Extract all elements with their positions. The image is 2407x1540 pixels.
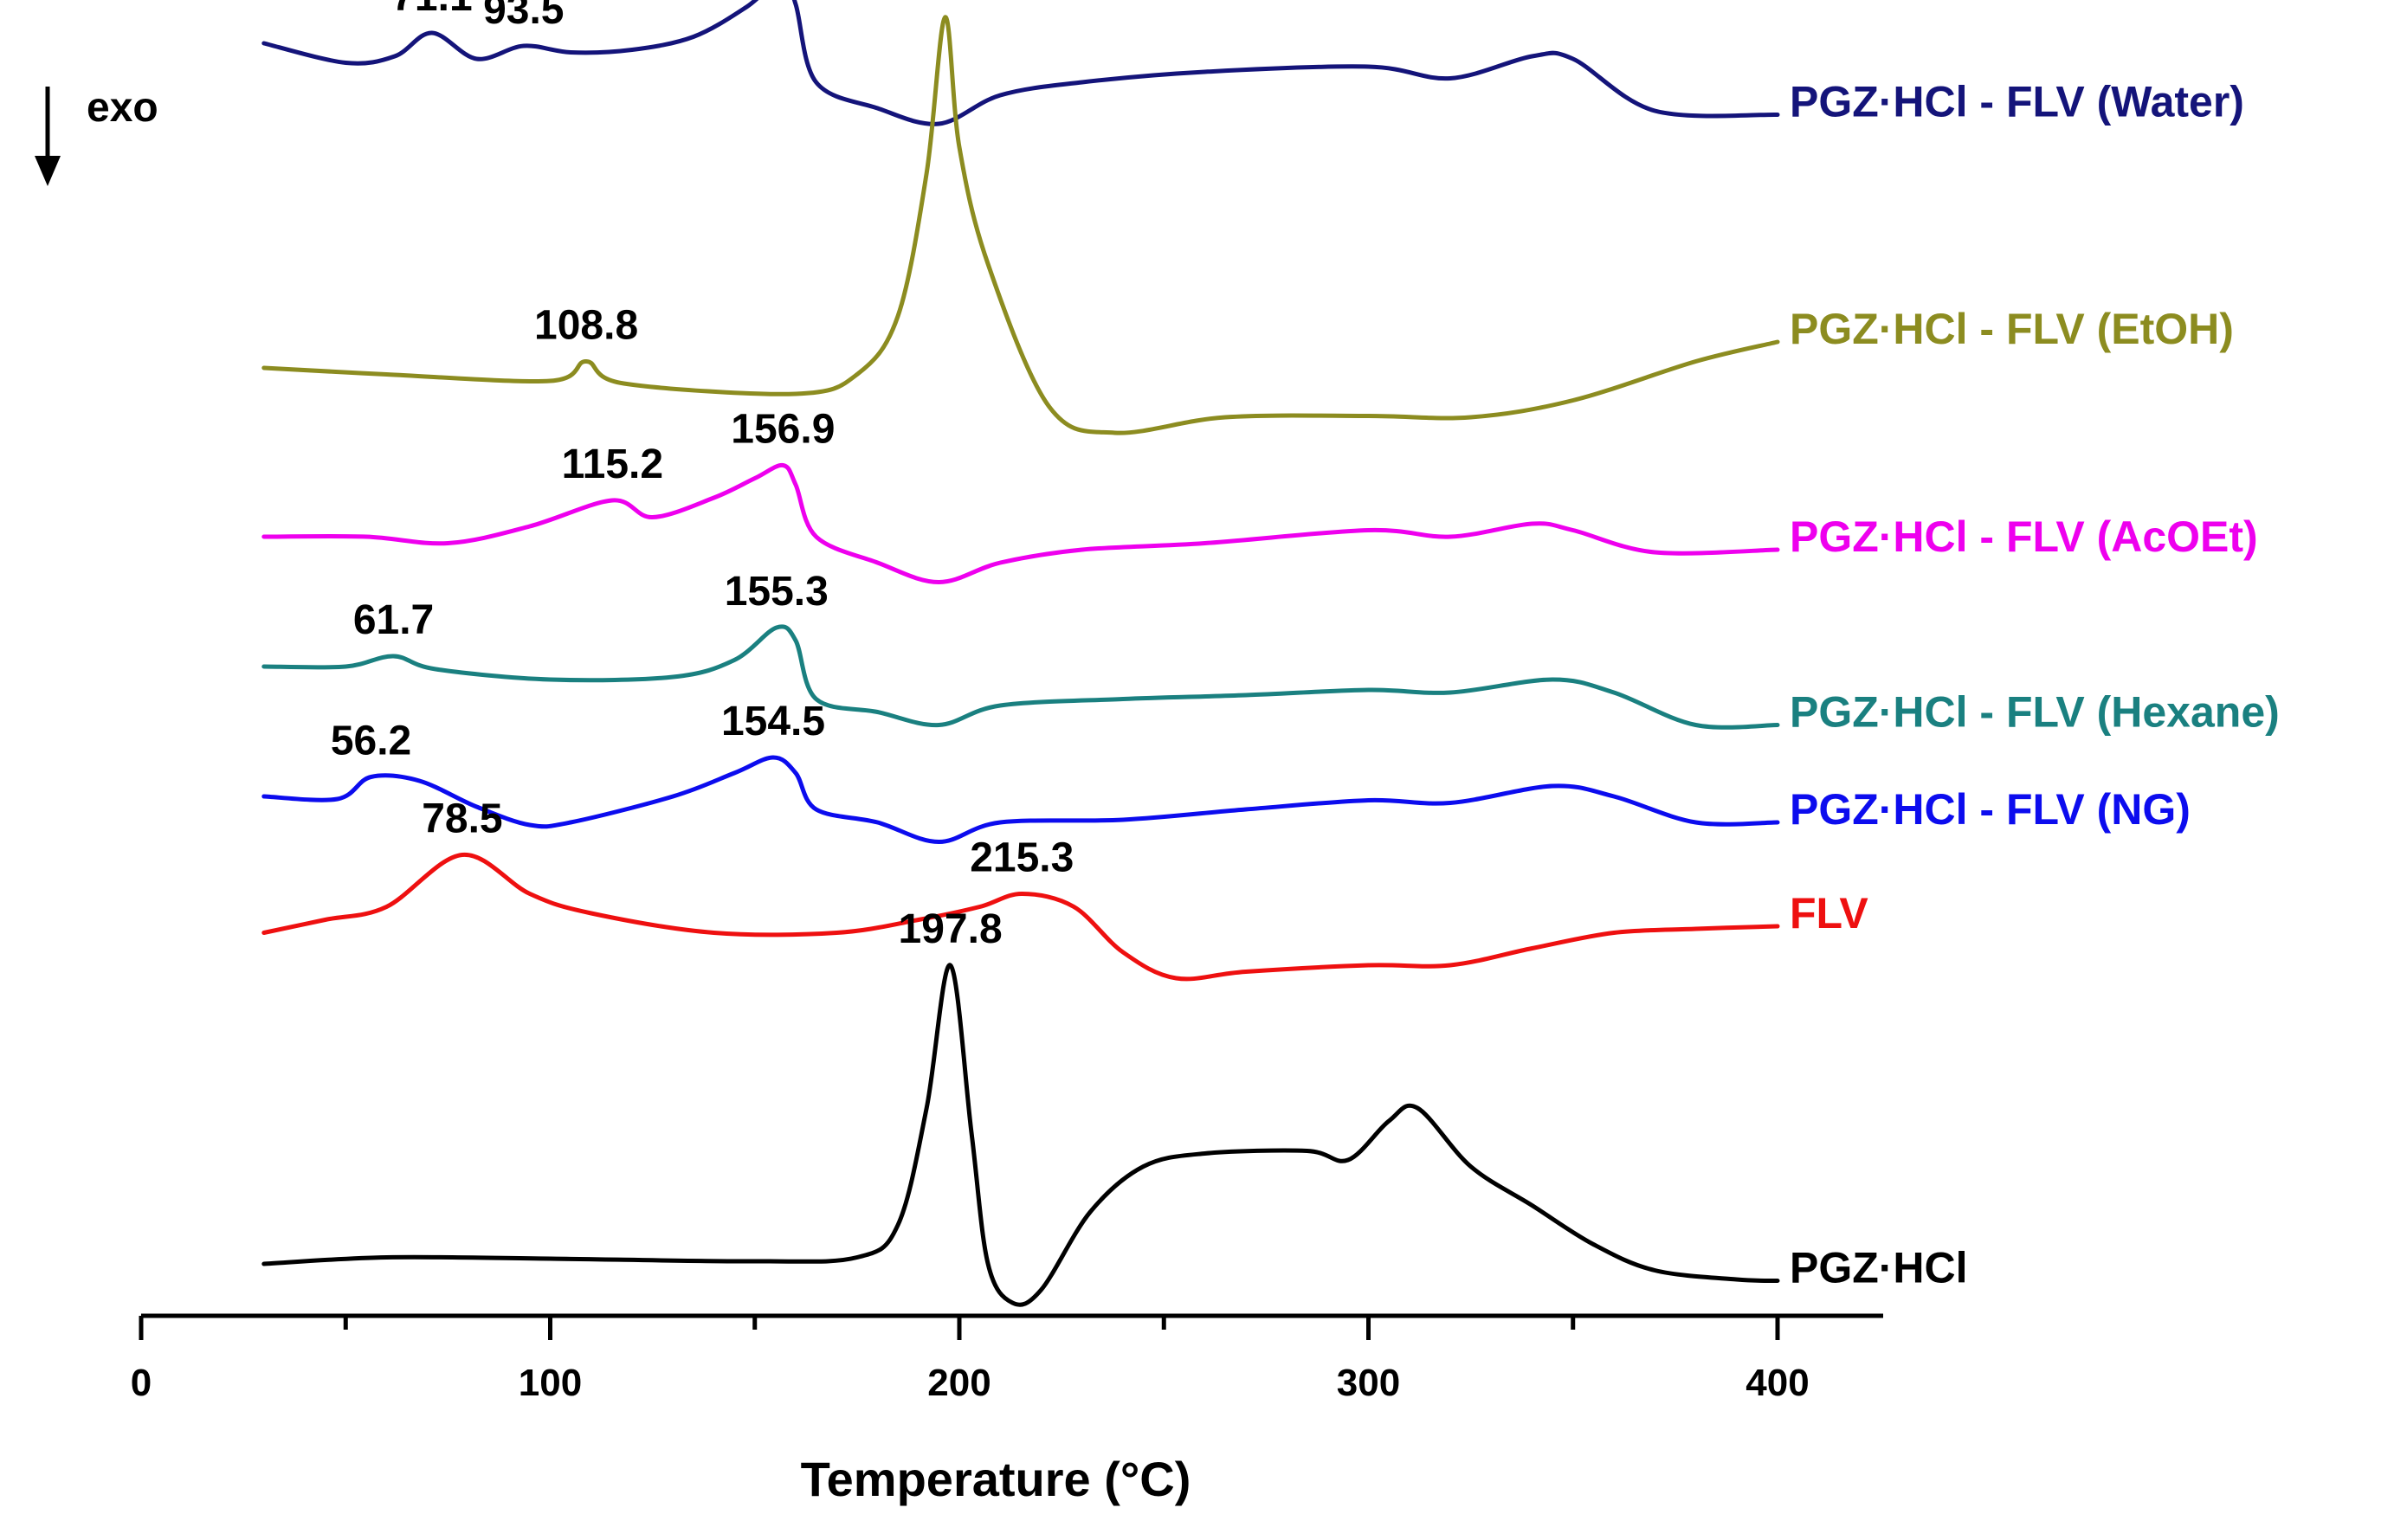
- x-axis-ticks: 0 100 200 300 400: [131, 1316, 1810, 1404]
- peak-annotation: 215.3: [970, 835, 1074, 881]
- series-line-0: [261, 0, 1780, 126]
- peak-annotation: 93.5: [483, 0, 564, 33]
- series-line-1: [261, 15, 1780, 435]
- series-lines: [261, 0, 1780, 1307]
- peak-annotations: 71.193.5156.8196.5108.8115.2156.961.7155…: [331, 0, 1074, 952]
- exo-label: exo: [87, 85, 158, 131]
- series-line-2: [261, 462, 1780, 584]
- series-label-1: PGZ·HCl - FLV (EtOH): [1790, 305, 2234, 353]
- peak-annotation: 108.8: [534, 303, 638, 349]
- exo-arrow-head-icon: [35, 156, 61, 186]
- peak-annotation: 154.5: [721, 699, 825, 744]
- peak-annotation: 78.5: [422, 796, 502, 842]
- peak-annotation: 197.8: [899, 906, 1003, 952]
- series-label-4: PGZ·HCl - FLV (NG): [1790, 785, 2191, 834]
- peak-annotation: 156.9: [731, 407, 835, 453]
- series-label-0: PGZ·HCl - FLV (Water): [1790, 78, 2244, 126]
- series-label-6: PGZ·HCl: [1790, 1244, 1968, 1292]
- series-line-4: [261, 755, 1780, 844]
- peak-annotation: 56.2: [331, 718, 411, 764]
- peak-annotation: 196.5: [893, 0, 997, 4]
- series-label-3: PGZ·HCl - FLV (Hexane): [1790, 688, 2280, 737]
- x-tick-label: 100: [519, 1362, 582, 1404]
- series-line-5: [261, 852, 1780, 982]
- x-tick-label: 300: [1337, 1362, 1400, 1404]
- series-label-5: FLV: [1790, 889, 1868, 938]
- series-line-6: [261, 963, 1780, 1307]
- peak-annotation: 71.1: [391, 0, 472, 20]
- exo-indicator: exo: [35, 85, 158, 186]
- series-labels: PGZ·HCl - FLV (Water) PGZ·HCl - FLV (EtOH…: [1790, 78, 2280, 1292]
- series-label-2: PGZ·HCl - FLV (AcOEt): [1790, 512, 2258, 561]
- peak-annotation: 115.2: [562, 441, 663, 487]
- series-line-3: [261, 624, 1780, 730]
- x-axis-title: Temperature (°C): [801, 1452, 1191, 1506]
- peak-annotation: 61.7: [353, 597, 434, 643]
- x-tick-label: 200: [927, 1362, 991, 1404]
- x-tick-label: 0: [131, 1362, 152, 1404]
- x-tick-label: 400: [1746, 1362, 1809, 1404]
- peak-annotation: 155.3: [725, 569, 829, 615]
